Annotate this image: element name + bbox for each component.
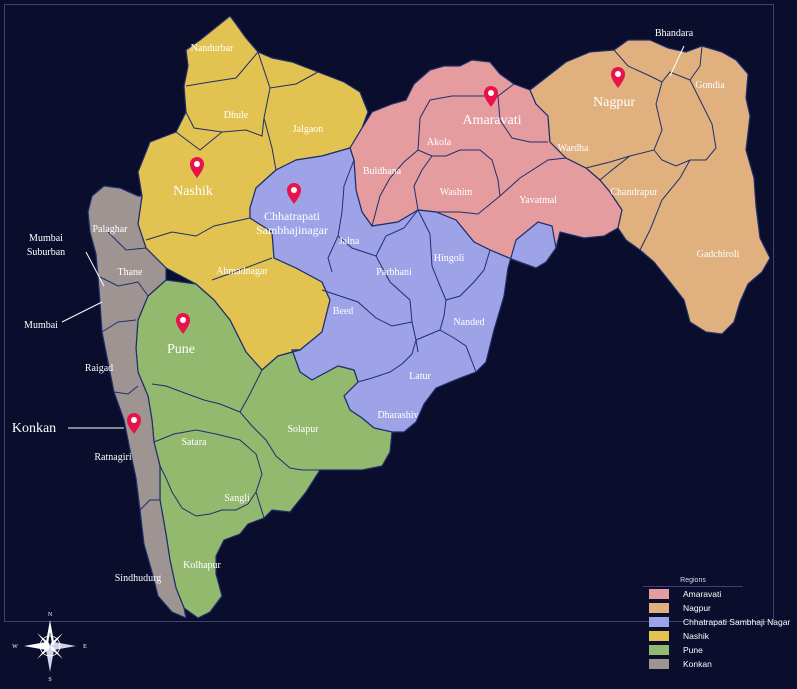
legend-item-sambhajinagar[interactable]: Chhatrapati Sambhaji Nagar: [643, 615, 797, 629]
legend-swatch: [649, 617, 669, 627]
label-konkan: Konkan: [12, 421, 56, 436]
label-mumbai-suburban-2: Suburban: [27, 247, 65, 258]
label-parbhani: Parbhani: [376, 267, 412, 278]
map-frame: [4, 4, 774, 622]
label-yavatmal: Yavatmal: [519, 195, 557, 206]
compass-west: W: [12, 644, 18, 650]
label-sindhudurg: Sindhudurg: [115, 573, 162, 584]
label-hingoli: Hingoli: [434, 253, 465, 264]
legend-swatch: [649, 645, 669, 655]
district-labels: Nandurbar Dhule Jalgaon Nashik Ahmadnaga…: [12, 28, 740, 584]
label-dharashiv: Dharashiv: [377, 410, 418, 421]
label-nagpur: Nagpur: [593, 95, 635, 110]
label-latur: Latur: [409, 371, 431, 382]
label-ahmadnagar: Ahmadnagar: [216, 266, 268, 277]
region-sambhajinagar[interactable]: [249, 147, 557, 433]
label-thane: Thane: [118, 267, 144, 278]
legend-item-nagpur[interactable]: Nagpur: [643, 601, 797, 615]
region-nagpur[interactable]: [529, 39, 771, 335]
label-raigad: Raigad: [85, 363, 113, 374]
label-kolhapur: Kolhapur: [183, 560, 221, 571]
label-sangli: Sangli: [224, 493, 250, 504]
legend-label: Konkan: [683, 659, 712, 669]
label-mumbai-suburban-1: Mumbai: [29, 233, 63, 244]
label-satara: Satara: [182, 437, 208, 448]
compass-rose-icon: N S E W: [12, 612, 87, 683]
compass-east: E: [83, 644, 87, 650]
label-buldhana: Buldhana: [363, 166, 402, 177]
legend-label: Pune: [683, 645, 703, 655]
legend-label: Chhatrapati Sambhaji Nagar: [683, 617, 791, 627]
legend-title: Regions: [643, 577, 743, 587]
label-nashik: Nashik: [173, 184, 213, 199]
label-sambhajinagar-2: Sambhajinagar: [256, 223, 328, 237]
legend-item-konkan[interactable]: Konkan: [643, 657, 797, 671]
legend-label: Nashik: [683, 631, 709, 641]
label-wardha: Wardha: [558, 143, 589, 154]
label-mumbai: Mumbai: [24, 320, 58, 331]
legend-item-amaravati[interactable]: Amaravati: [643, 587, 797, 601]
legend-swatch: [649, 603, 669, 613]
label-solapur: Solapur: [287, 424, 319, 435]
compass-south: S: [48, 677, 51, 683]
label-jalgaon: Jalgaon: [293, 124, 324, 135]
label-bhandara: Bhandara: [655, 28, 694, 39]
legend-item-nashik[interactable]: Nashik: [643, 629, 797, 643]
label-nandurbar: Nandurbar: [191, 43, 234, 54]
legend-swatch: [649, 631, 669, 641]
legend-label: Amaravati: [683, 589, 722, 599]
label-dhule: Dhule: [224, 110, 249, 121]
label-pune: Pune: [167, 342, 195, 357]
label-palaghar: Palaghar: [93, 224, 129, 235]
label-gondia: Gondia: [695, 80, 725, 91]
label-washim: Washim: [440, 187, 473, 198]
district-borders: [97, 45, 717, 519]
legend-swatch: [649, 589, 669, 599]
label-amaravati: Amaravati: [462, 113, 521, 128]
label-ratnagiri: Ratnagiri: [94, 452, 131, 463]
label-chandrapur: Chandrapur: [610, 187, 658, 198]
legend-swatch: [649, 659, 669, 669]
label-nanded: Nanded: [453, 317, 484, 328]
legend-label: Nagpur: [683, 603, 711, 613]
label-jalna: Jalna: [339, 236, 360, 247]
compass-north: N: [48, 612, 53, 618]
label-leaders: [61, 45, 685, 429]
label-akola: Akola: [427, 137, 452, 148]
legend: Regions Amaravati Nagpur Chhatrapati Sam…: [643, 577, 797, 681]
label-beed: Beed: [333, 306, 354, 317]
label-sambhajinagar-1: Chhatrapati: [264, 209, 321, 223]
label-gadchiroli: Gadchiroli: [697, 249, 740, 260]
legend-item-pune[interactable]: Pune: [643, 643, 797, 657]
region-konkan[interactable]: [87, 185, 187, 619]
